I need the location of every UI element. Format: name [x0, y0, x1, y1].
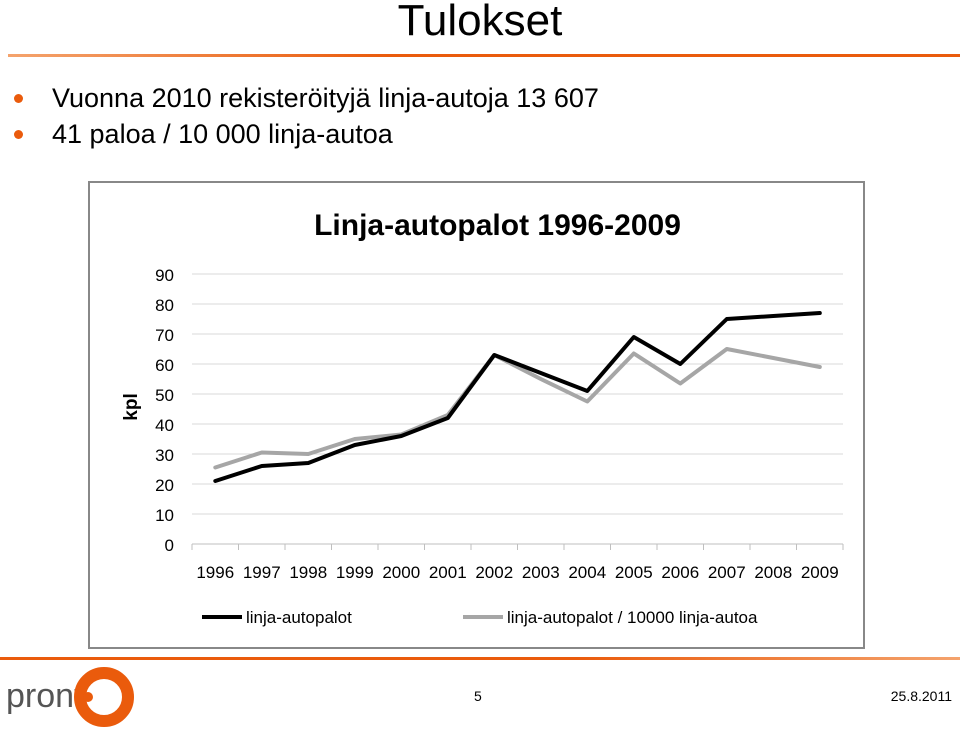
y-tick-label: 90	[155, 266, 174, 285]
x-tick-label: 2001	[429, 563, 467, 582]
x-tick-label: 2006	[661, 563, 699, 582]
x-tick-label: 2009	[801, 563, 839, 582]
bullet-text: 41 paloa / 10 000 linja-autoa	[52, 119, 393, 149]
x-tick-label: 1998	[289, 563, 327, 582]
footer-divider	[0, 657, 960, 660]
slide-title: Tulokset	[397, 0, 563, 45]
x-tick-label: 2002	[475, 563, 513, 582]
pronto-logo-icon: pront	[6, 667, 134, 727]
x-tick-label: 1997	[243, 563, 281, 582]
company-logo: pront	[6, 667, 146, 729]
y-tick-label: 10	[155, 506, 174, 525]
x-tick-label: 2007	[708, 563, 746, 582]
header-divider	[8, 54, 960, 57]
y-tick-label: 80	[155, 296, 174, 315]
bullet-item: Vuonna 2010 rekisteröityjä linja-autoja …	[10, 80, 599, 116]
x-tick-label: 2000	[382, 563, 420, 582]
chart-container: Linja-autopalot 1996-2009 0 10 20 30 40 50 60 70…	[88, 181, 865, 649]
x-tick-label: 1999	[336, 563, 374, 582]
x-tick-label: 1996	[196, 563, 234, 582]
legend-label: linja-autopalot / 10000 linja-autoa	[507, 608, 758, 627]
bullet-list: Vuonna 2010 rekisteröityjä linja-autoja …	[10, 80, 599, 152]
series-line	[213, 347, 822, 470]
line-chart: Linja-autopalot 1996-2009 0 10 20 30 40 50 60 70…	[121, 209, 844, 627]
bullet-dot-icon	[14, 94, 23, 103]
y-tick-label: 0	[165, 536, 174, 555]
y-tick-label: 70	[155, 326, 174, 345]
y-tick-label: 50	[155, 386, 174, 405]
series-line	[213, 311, 822, 483]
y-tick-label: 30	[155, 446, 174, 465]
x-tick-label: 2003	[522, 563, 560, 582]
bullet-text: Vuonna 2010 rekisteröityjä linja-autoja …	[52, 83, 599, 113]
legend-label: linja-autopalot	[246, 608, 352, 627]
y-axis-label: kpl	[121, 393, 142, 420]
y-tick-label: 20	[155, 476, 174, 495]
x-tick-label: 2008	[754, 563, 792, 582]
y-tick-label: 60	[155, 356, 174, 375]
x-tick-label: 2004	[568, 563, 606, 582]
slide-date: 25.8.2011	[890, 688, 952, 704]
bullet-dot-icon	[14, 130, 23, 139]
bullet-item: 41 paloa / 10 000 linja-autoa	[10, 116, 599, 152]
page-number: 5	[474, 688, 482, 704]
logo-text: pront	[6, 677, 84, 715]
x-tick-label: 2005	[615, 563, 653, 582]
y-tick-label: 40	[155, 416, 174, 435]
chart-title: Linja-autopalot 1996-2009	[314, 209, 681, 242]
